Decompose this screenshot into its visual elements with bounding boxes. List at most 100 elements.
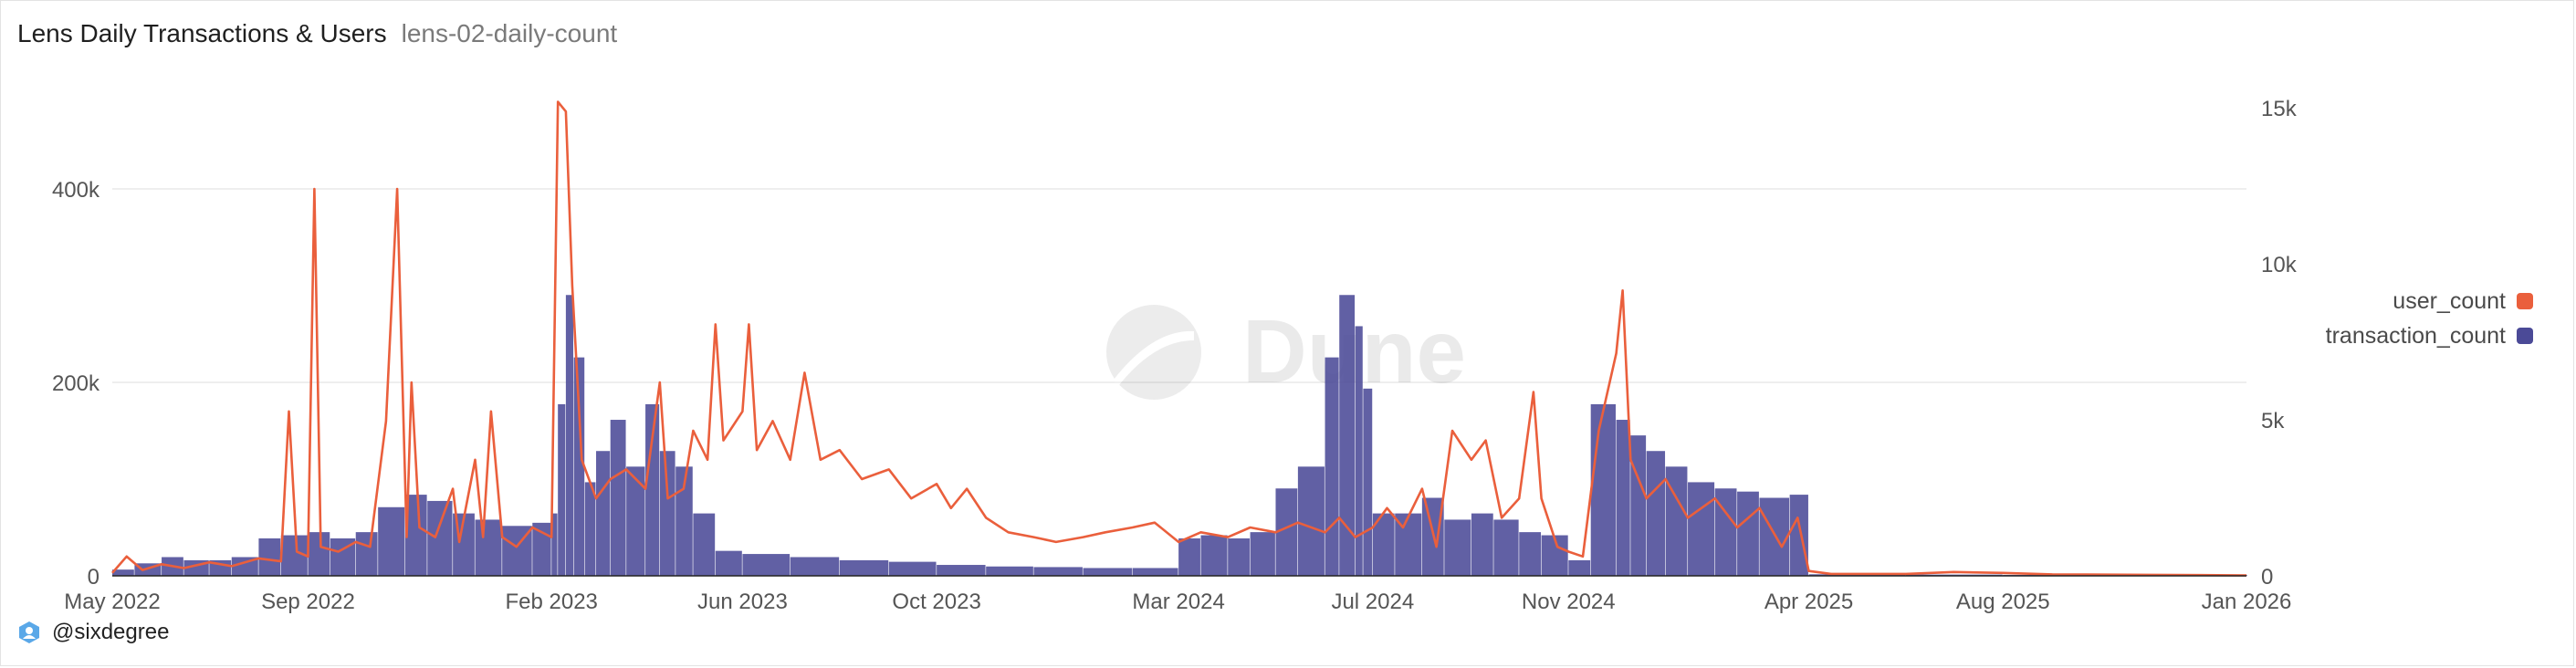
transaction-count-bar[interactable] [675, 466, 693, 576]
transaction-count-bar[interactable] [1200, 535, 1228, 576]
transaction-count-bar[interactable] [532, 522, 551, 576]
legend-label-transaction-count: transaction_count [2325, 322, 2506, 349]
transaction-count-bar[interactable] [659, 451, 675, 576]
x-tick-label: Jul 2024 [1331, 590, 1414, 614]
team-avatar-icon [19, 621, 39, 643]
transaction-count-bar[interactable] [1616, 420, 1630, 576]
y-right-tick-label: 0 [2261, 565, 2273, 590]
x-tick-label: Mar 2024 [1132, 590, 1224, 614]
transaction-count-bar[interactable] [558, 403, 566, 576]
transaction-count-bar[interactable] [1714, 488, 1737, 576]
transaction-count-bar[interactable] [112, 569, 134, 576]
transaction-count-bar[interactable] [742, 554, 791, 576]
transaction-count-bar[interactable] [1665, 466, 1688, 576]
legend-label-user-count: user_count [2393, 287, 2506, 314]
transaction-count-bar[interactable] [1688, 482, 1715, 576]
transaction-count-bar[interactable] [596, 451, 611, 576]
dune-logo-icon [1106, 305, 1201, 400]
x-tick-label: Feb 2023 [505, 590, 597, 614]
transaction-count-bar[interactable] [1372, 513, 1395, 576]
transaction-count-bar[interactable] [1519, 532, 1542, 576]
transaction-count-bar[interactable] [1646, 451, 1666, 576]
y-right-tick-label: 5k [2261, 409, 2285, 433]
transaction-count-bar[interactable] [1325, 357, 1339, 576]
dune-watermark: Dune [1106, 301, 1466, 402]
legend-swatch-user-count [2517, 293, 2533, 309]
grid-lines [112, 188, 2246, 383]
x-tick-label: Oct 2023 [892, 590, 980, 614]
transaction-count-bar[interactable] [404, 495, 427, 576]
transaction-count-bar[interactable] [1250, 532, 1275, 576]
axes: 0 200k 400k 0 5k 10k 15k May 2022 Sep 2022 Feb 20… [52, 97, 2298, 614]
author-attribution[interactable]: @sixdegree [17, 620, 169, 645]
user-line [111, 100, 2247, 577]
x-tick-label: May 2022 [64, 590, 160, 614]
transaction-count-bar[interactable] [790, 557, 840, 576]
transaction-count-bar[interactable] [937, 565, 986, 576]
transaction-count-bar[interactable] [1178, 538, 1200, 576]
transaction-count-bar[interactable] [551, 513, 558, 576]
user-count-line[interactable] [111, 100, 2247, 577]
transaction-count-bar[interactable] [308, 532, 330, 576]
transaction-count-bar[interactable] [1493, 519, 1519, 576]
transaction-count-bar[interactable] [1083, 568, 1132, 576]
transaction-count-bar[interactable] [427, 500, 453, 576]
transaction-count-bar[interactable] [378, 506, 405, 576]
x-tick-label: Sep 2022 [261, 590, 355, 614]
transaction-count-bar[interactable] [1590, 403, 1616, 576]
author-name: @sixdegree [52, 620, 170, 644]
legend: user_count transaction_count [2326, 284, 2533, 353]
transaction-count-bar[interactable] [986, 566, 1033, 576]
transaction-count-bar[interactable] [1132, 568, 1178, 576]
transaction-count-bar[interactable] [1355, 326, 1363, 576]
y-right-tick-label: 15k [2261, 97, 2298, 121]
y-left-tick-label: 0 [88, 565, 99, 590]
transaction-count-bar[interactable] [1444, 519, 1471, 576]
transaction-count-bar[interactable] [1630, 435, 1647, 576]
transaction-count-bar[interactable] [1228, 538, 1250, 576]
chart-title: Lens Daily Transactions & Users [17, 19, 387, 47]
transaction-count-bar[interactable] [1568, 559, 1591, 576]
y-left-tick-label: 400k [52, 178, 100, 203]
legend-item-user-count[interactable]: user_count [2326, 284, 2533, 318]
x-tick-label: Jun 2023 [697, 590, 788, 614]
x-tick-label: Apr 2025 [1764, 590, 1853, 614]
x-tick-label: Aug 2025 [1956, 590, 2050, 614]
transaction-count-bar[interactable] [610, 420, 626, 576]
x-tick-label: Jan 2026 [2202, 590, 2292, 614]
transaction-count-bar[interactable] [715, 550, 742, 576]
transaction-count-bar[interactable] [645, 403, 660, 576]
legend-item-transaction-count[interactable]: transaction_count [2326, 318, 2533, 353]
transaction-bars [112, 295, 2247, 576]
y-left-tick-label: 200k [52, 371, 100, 396]
transaction-count-bar[interactable] [1275, 488, 1298, 576]
transaction-count-bar[interactable] [1789, 495, 1808, 576]
transaction-count-bar[interactable] [839, 559, 889, 576]
transaction-count-bar[interactable] [1471, 513, 1493, 576]
legend-swatch-transaction-count [2517, 328, 2533, 344]
transaction-count-bar[interactable] [626, 466, 645, 576]
transaction-count-bar[interactable] [258, 538, 281, 576]
y-right-tick-label: 10k [2261, 253, 2298, 277]
dune-logo-wave [1114, 330, 1194, 390]
transaction-count-bar[interactable] [565, 295, 574, 576]
transaction-count-bar[interactable] [1759, 497, 1790, 576]
transaction-count-bar[interactable] [693, 513, 716, 576]
transaction-count-bar[interactable] [888, 561, 937, 576]
transaction-count-bar[interactable] [231, 557, 258, 576]
transaction-count-bar[interactable] [584, 482, 596, 576]
transaction-count-bar[interactable] [1363, 388, 1373, 576]
transaction-count-bar[interactable] [2246, 575, 2247, 576]
transaction-count-bar[interactable] [1033, 567, 1083, 576]
transaction-count-bar[interactable] [1339, 295, 1356, 576]
transaction-count-bar[interactable] [475, 519, 502, 576]
x-tick-label: Nov 2024 [1522, 590, 1616, 614]
transaction-count-bar[interactable] [1297, 466, 1325, 576]
transaction-count-bar[interactable] [573, 357, 585, 576]
transaction-count-bar[interactable] [355, 532, 378, 576]
chart-header: Lens Daily Transactions & Users lens-02-… [17, 19, 617, 56]
query-name: lens-02-daily-count [401, 19, 618, 47]
transaction-count-bar[interactable] [1737, 491, 1759, 576]
